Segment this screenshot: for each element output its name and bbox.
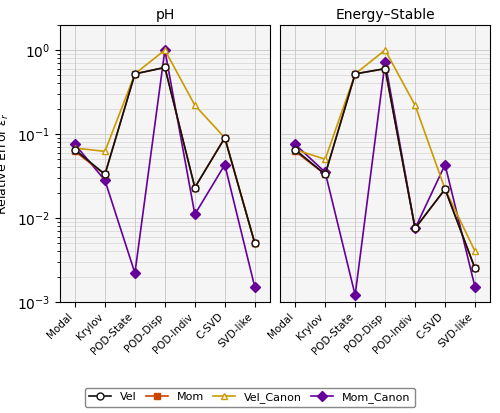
Mom: [132, 71, 138, 76]
Mom_Canon: [192, 212, 198, 217]
Title: pH: pH: [156, 8, 174, 22]
Vel_Canon: [472, 249, 478, 254]
Vel_Canon: [322, 157, 328, 162]
Mom: [352, 71, 358, 76]
Vel: [252, 241, 258, 246]
Mom_Canon: [222, 162, 228, 167]
Mom: [252, 241, 258, 246]
Mom_Canon: [102, 178, 108, 183]
Vel: [162, 65, 168, 70]
Line: Vel: Vel: [292, 65, 478, 272]
Line: Mom: Mom: [292, 65, 478, 272]
Mom: [162, 65, 168, 70]
Vel_Canon: [292, 147, 298, 152]
Mom_Canon: [412, 226, 418, 231]
Mom_Canon: [472, 285, 478, 290]
Vel_Canon: [192, 103, 198, 108]
Vel: [412, 226, 418, 231]
Mom: [192, 185, 198, 190]
Mom: [72, 149, 78, 154]
Mom_Canon: [252, 285, 258, 290]
Vel_Canon: [352, 71, 358, 76]
Mom_Canon: [72, 142, 78, 147]
Mom_Canon: [322, 170, 328, 175]
Vel: [352, 71, 358, 76]
Vel_Canon: [132, 71, 138, 76]
Vel: [132, 71, 138, 76]
Line: Mom_Canon: Mom_Canon: [292, 59, 478, 299]
Vel: [292, 147, 298, 152]
Mom: [322, 172, 328, 177]
Vel_Canon: [382, 47, 388, 52]
Mom_Canon: [132, 271, 138, 275]
Vel: [72, 147, 78, 152]
Vel: [382, 66, 388, 71]
Line: Mom_Canon: Mom_Canon: [72, 47, 258, 290]
Vel: [192, 185, 198, 190]
Line: Mom: Mom: [72, 64, 258, 247]
Vel: [322, 172, 328, 177]
Mom_Canon: [382, 59, 388, 64]
Vel: [472, 266, 478, 271]
Mom: [102, 172, 108, 177]
Mom: [442, 187, 448, 192]
Line: Vel_Canon: Vel_Canon: [72, 47, 258, 247]
Mom: [472, 266, 478, 271]
Vel: [222, 135, 228, 140]
Vel: [102, 172, 108, 177]
Vel_Canon: [72, 145, 78, 150]
Mom_Canon: [442, 162, 448, 167]
Line: Vel_Canon: Vel_Canon: [292, 47, 478, 255]
Mom_Canon: [352, 293, 358, 298]
Legend: Vel, Mom, Vel_Canon, Mom_Canon: Vel, Mom, Vel_Canon, Mom_Canon: [85, 388, 415, 408]
Mom_Canon: [162, 47, 168, 52]
Y-axis label: Relative Error $\varepsilon_r$: Relative Error $\varepsilon_r$: [0, 112, 12, 215]
Vel_Canon: [252, 241, 258, 246]
Vel_Canon: [442, 187, 448, 192]
Vel_Canon: [222, 135, 228, 140]
Title: Energy–Stable: Energy–Stable: [336, 8, 435, 22]
Vel_Canon: [102, 149, 108, 154]
Mom: [382, 66, 388, 71]
Vel_Canon: [412, 103, 418, 108]
Mom: [412, 226, 418, 231]
Vel: [442, 187, 448, 192]
Mom: [222, 135, 228, 140]
Vel_Canon: [162, 47, 168, 52]
Line: Vel: Vel: [72, 64, 258, 247]
Mom_Canon: [292, 142, 298, 147]
Mom: [292, 149, 298, 154]
